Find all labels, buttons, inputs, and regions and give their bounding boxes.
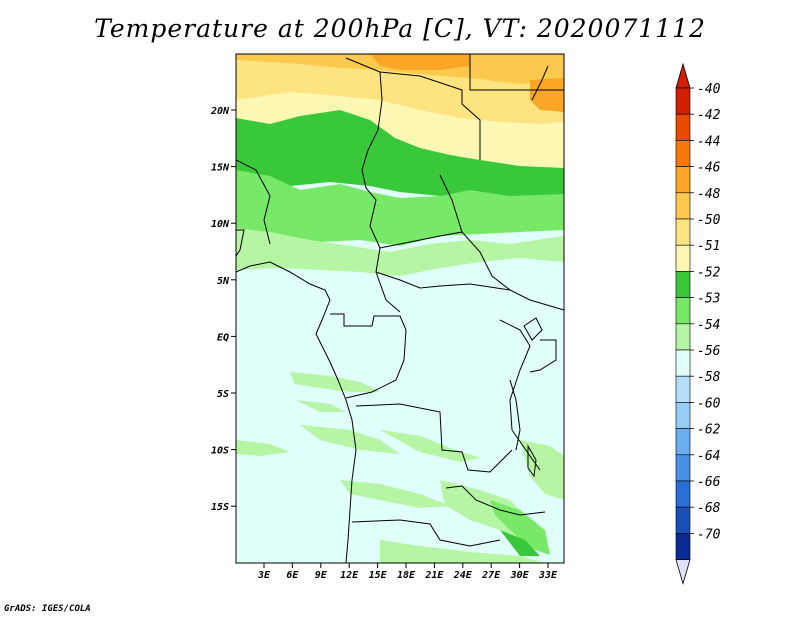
latitude-axis: 20N 15N 10N 5N EQ 5S 10S 15S [210, 106, 236, 513]
map-frame [235, 53, 565, 564]
field-band-51 [236, 92, 564, 175]
border-west [236, 159, 271, 245]
colorbar-label: -52 [697, 265, 721, 280]
lon-tick-label: 24E [453, 570, 473, 581]
colorbar-segment [675, 323, 691, 351]
grads-credit: GrADS: IGES/COLA [4, 604, 91, 614]
colorbar-segment [675, 87, 691, 115]
lat-tick-label: 20N [210, 106, 230, 117]
colorbar-segment [675, 113, 691, 141]
border-libya-chad [379, 71, 481, 160]
field-streak-1 [290, 372, 380, 392]
border-car-south [375, 271, 511, 291]
lake-victoria [523, 317, 543, 341]
border-kenya [529, 339, 557, 373]
field-streak-4 [236, 440, 290, 456]
colorbar-top-arrow [675, 62, 691, 89]
colorbar-label: -42 [697, 108, 721, 123]
lake-malawi [527, 444, 537, 478]
lat-tick-label: 15S [211, 502, 229, 513]
colorbar-label: -64 [697, 449, 720, 464]
lon-tick-label: 15E [369, 570, 388, 581]
lon-tick-label: 18E [397, 570, 416, 581]
field-streak-10 [490, 500, 550, 555]
colorbar-label: -44 [697, 134, 720, 149]
colorbar-segment [675, 297, 691, 325]
colorbar-label: -58 [697, 370, 721, 385]
colorbar-label: -68 [697, 501, 721, 516]
lon-tick-label: 21E [424, 570, 444, 581]
lake-tanganyika [509, 379, 521, 451]
lon-tick-label: 6E [286, 570, 299, 581]
colorbar-segment [675, 533, 691, 560]
border-zambia [445, 485, 546, 516]
colorbar-segment [675, 244, 691, 272]
colorbar-segment [675, 166, 691, 194]
colorbar-label: -51 [697, 239, 720, 254]
field-band-54-north [236, 228, 564, 276]
field-streak-7 [520, 440, 564, 500]
colorbar-label: -54 [697, 318, 720, 333]
field-streak-3 [300, 425, 400, 454]
lat-tick-label: 15N [211, 163, 230, 174]
lon-tick-label: 9E [315, 570, 328, 581]
colorbar-segment [675, 506, 691, 534]
colorbar-label: -40 [697, 82, 721, 97]
country-borders [236, 54, 564, 563]
lon-tick-label: 12E [340, 570, 359, 581]
colorbar-segment [675, 428, 691, 456]
colorbar-label: -60 [697, 396, 721, 411]
colorbar-segment [675, 454, 691, 482]
border-sudan [439, 174, 564, 311]
lon-tick-label: 30E [510, 570, 530, 581]
colorbar-bottom-arrow [675, 559, 691, 586]
field-streak-5 [340, 480, 450, 508]
atlantic-coastline [236, 261, 357, 563]
colorbar-segment [675, 271, 691, 298]
lon-tick-label: 3E [257, 570, 271, 581]
colorbar-label: -66 [697, 475, 721, 490]
colorbar-label: -48 [697, 187, 721, 202]
lon-tick-label: 33E [538, 570, 558, 581]
temperature-field [236, 54, 564, 563]
colorbar-label: -53 [697, 292, 720, 307]
lat-tick-label: 5S [217, 389, 229, 400]
colorbar-segment [675, 218, 691, 246]
colorbar-label: -62 [697, 423, 721, 438]
field-streak-11 [500, 530, 540, 556]
colorbar-segment [675, 375, 691, 403]
colorbar-label: -46 [697, 161, 721, 176]
border-egypt [469, 54, 564, 91]
lat-tick-label: 5N [217, 276, 230, 287]
red-sea-coast [531, 65, 549, 101]
colorbar-segment [675, 480, 691, 508]
lon-tick-label: 27E [481, 570, 501, 581]
longitude-axis: 3E 6E 9E 12E 15E 18E 21E 24E 27E 30E 33E [257, 563, 558, 581]
field-streak-2 [296, 400, 346, 412]
colorbar-segment [675, 349, 691, 377]
colorbar: -40 -42 -44 -46 -48 -50 -51 -52 -53 -54 -56 -58 -60 -… [675, 62, 721, 586]
border-liberia [236, 229, 245, 257]
colorbar-segment [675, 140, 691, 167]
field-streak-6 [380, 430, 480, 462]
border-namibia [351, 519, 501, 547]
field-band-52 [236, 110, 564, 204]
colorbar-label: -50 [697, 213, 721, 228]
border-angola-drc [355, 403, 513, 473]
colorbar-label: -56 [697, 344, 721, 359]
border-gabon-congo [330, 313, 407, 399]
colorbar-segment [675, 402, 691, 429]
lat-tick-label: 10N [211, 219, 230, 230]
field-band-44a [370, 54, 470, 70]
lat-tick-label: EQ [217, 332, 229, 343]
border-drc-east [499, 319, 541, 471]
field-streak-9 [380, 540, 545, 563]
field-band-53 [236, 170, 564, 246]
border-car-north [379, 231, 463, 249]
colorbar-label: -70 [697, 527, 721, 542]
map-title: Temperature at 200hPa [C], VT: 202007111… [94, 14, 706, 43]
colorbar-segment [675, 192, 691, 220]
lat-tick-label: 10S [211, 446, 229, 457]
